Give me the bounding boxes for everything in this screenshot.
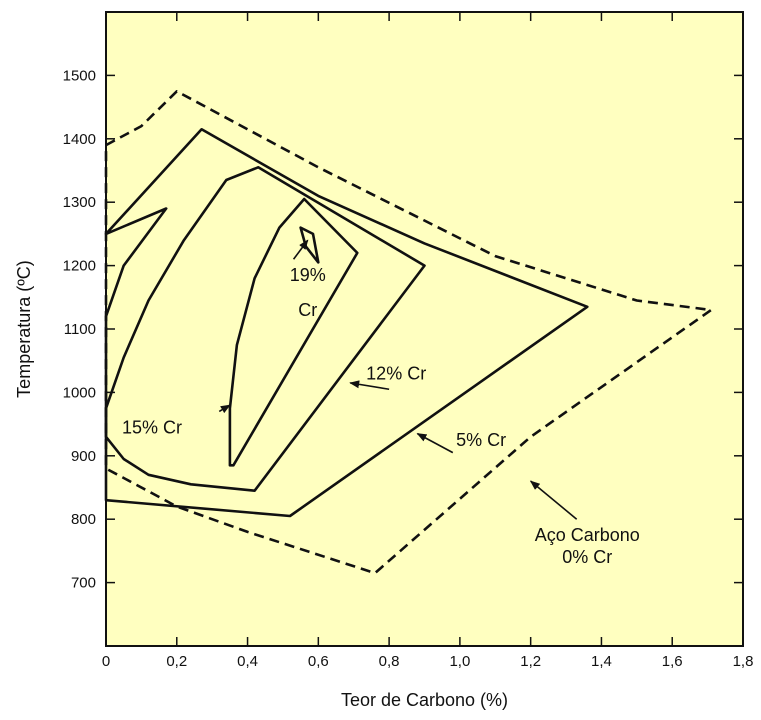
label-arrow xyxy=(349,380,390,391)
x-tick-label: 1,6 xyxy=(662,653,683,670)
curve-label: Aço Carbono xyxy=(535,525,640,545)
curve-label: 12% Cr xyxy=(366,363,426,383)
y-tick-label: 1000 xyxy=(63,384,96,401)
y-tick-label: 900 xyxy=(71,448,96,465)
y-tick-label: 1200 xyxy=(63,258,96,275)
series-curve-3 xyxy=(228,197,359,467)
curve-label: 19% xyxy=(290,265,326,285)
x-tick-label: 0,6 xyxy=(308,653,329,670)
axis-ticks: 0 0,2 0,4 0,6 0,8 1,0 1,2 1,4 1,6 1,8 700 800 900 100… xyxy=(63,12,754,670)
series-curve-0 xyxy=(104,90,713,575)
y-tick-label: 1400 xyxy=(63,131,96,148)
label-arrow xyxy=(292,239,309,260)
y-tick-label: 800 xyxy=(71,511,96,528)
y-tick-label: 1300 xyxy=(63,194,96,211)
series-curve-2 xyxy=(104,166,426,493)
label-arrow xyxy=(218,404,231,414)
x-tick-label: 0,8 xyxy=(379,653,400,670)
label-arrow xyxy=(416,432,454,454)
x-tick-label: 0 xyxy=(102,653,110,670)
y-axis-title: Temperatura (ºC) xyxy=(14,260,34,398)
label-arrow xyxy=(529,480,578,520)
plot-area xyxy=(105,11,744,647)
arrow-layer xyxy=(218,239,578,520)
x-axis-title: Teor de Carbono (%) xyxy=(341,690,508,710)
x-tick-label: 0,2 xyxy=(166,653,187,670)
x-tick-label: 0,4 xyxy=(237,653,258,670)
y-tick-label: 700 xyxy=(71,575,96,592)
curve-label: 5% Cr xyxy=(456,430,506,450)
x-tick-label: 1,4 xyxy=(591,653,612,670)
x-tick-label: 1,8 xyxy=(733,653,754,670)
x-tick-label: 1,2 xyxy=(520,653,541,670)
curve-label: Cr xyxy=(298,300,317,320)
y-tick-label: 1100 xyxy=(64,321,96,338)
x-tick-label: 1,0 xyxy=(449,653,470,670)
curve-label: 0% Cr xyxy=(562,547,612,567)
series-curve-1 xyxy=(104,128,589,518)
curve-label: 15% Cr xyxy=(122,417,182,437)
y-tick-label: 1500 xyxy=(63,67,96,84)
